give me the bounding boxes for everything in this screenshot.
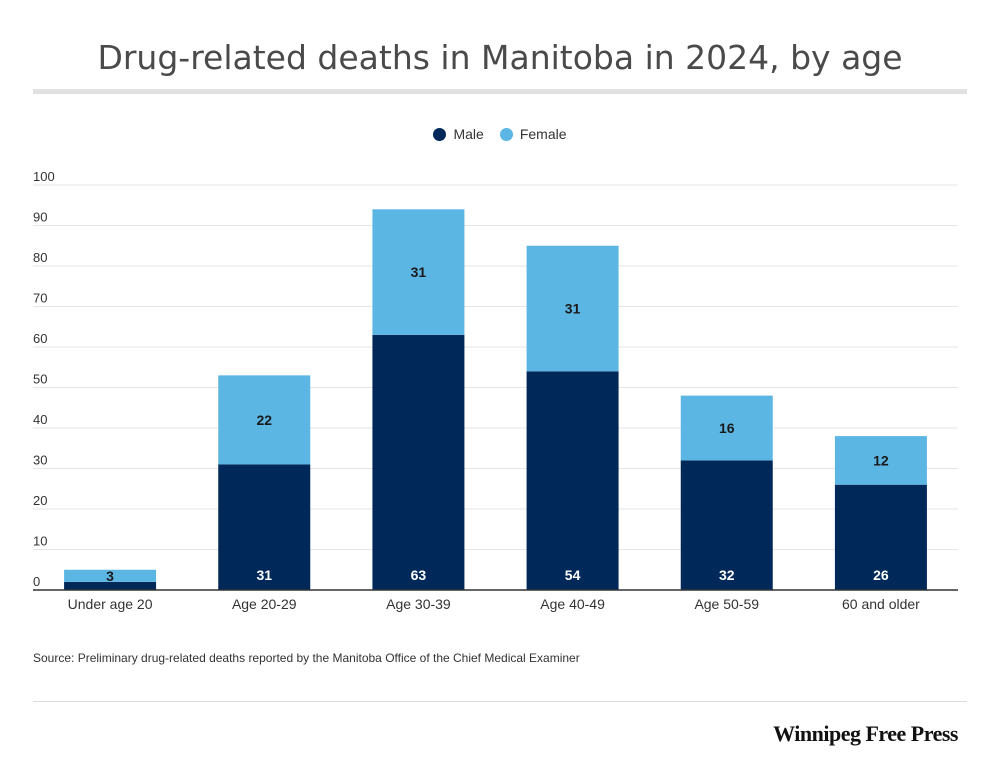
bar-female xyxy=(64,569,157,582)
bar-female xyxy=(680,395,773,461)
legend-label-male: Male xyxy=(453,126,484,142)
y-tick-label: 0 xyxy=(33,574,40,589)
x-tick-label: 60 and older xyxy=(842,596,920,612)
y-tick-label: 50 xyxy=(33,372,47,387)
data-label-female: 31 xyxy=(411,264,427,280)
data-label-female: 31 xyxy=(565,301,581,317)
data-label-male: 32 xyxy=(719,567,735,583)
chart-title: Drug-related deaths in Manitoba in 2024,… xyxy=(97,38,903,77)
bar-male xyxy=(680,460,773,590)
y-tick-label: 30 xyxy=(33,453,47,468)
x-tick-label: Age 40-49 xyxy=(540,596,605,612)
bar-female xyxy=(526,245,619,372)
bar-chart: 010203040506070809010023Under age 203122… xyxy=(33,169,958,612)
bar-male xyxy=(526,371,619,590)
legend-label-female: Female xyxy=(519,126,567,142)
data-label-male: 63 xyxy=(411,567,427,583)
bar-male xyxy=(218,464,311,590)
legend-swatch-female xyxy=(499,127,513,141)
x-tick-label: Age 20-29 xyxy=(232,596,297,612)
x-tick-label: Under age 20 xyxy=(68,596,153,612)
source-note: Source: Preliminary drug-related deaths … xyxy=(33,651,580,665)
title-divider xyxy=(33,89,967,94)
data-label-female: 12 xyxy=(873,452,889,468)
y-tick-label: 80 xyxy=(33,250,47,265)
data-label-male: 54 xyxy=(565,567,581,583)
y-tick-label: 70 xyxy=(33,291,47,306)
chart-legend: Male Female xyxy=(0,126,1000,142)
y-tick-label: 10 xyxy=(33,534,47,549)
legend-swatch-male xyxy=(433,127,447,141)
bar-female xyxy=(218,375,311,465)
legend-item-female: Female xyxy=(499,126,567,142)
bar-female xyxy=(834,436,927,485)
x-tick-label: Age 50-59 xyxy=(694,596,759,612)
x-tick-label: Age 30-39 xyxy=(386,596,451,612)
bar-male xyxy=(372,334,465,590)
data-label-female: 16 xyxy=(719,420,735,436)
bar-female xyxy=(372,209,465,335)
data-label-male: 31 xyxy=(256,567,272,583)
legend-item-male: Male xyxy=(433,126,484,142)
publisher-logo: Winnipeg Free Press xyxy=(773,721,958,746)
y-tick-label: 90 xyxy=(33,210,47,225)
y-tick-label: 60 xyxy=(33,331,47,346)
y-tick-label: 20 xyxy=(33,493,47,508)
bar-male xyxy=(834,484,927,590)
footer-divider xyxy=(33,701,967,702)
bar-male xyxy=(64,581,157,590)
data-label-male: 26 xyxy=(873,567,889,583)
y-tick-label: 100 xyxy=(33,169,55,184)
y-tick-label: 40 xyxy=(33,412,47,427)
data-label-female: 3 xyxy=(106,568,114,584)
data-label-female: 22 xyxy=(256,412,272,428)
